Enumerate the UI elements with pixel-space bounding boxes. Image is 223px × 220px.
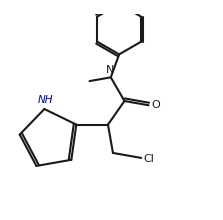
Text: NH: NH: [37, 95, 53, 105]
Text: O: O: [151, 99, 160, 110]
Text: Cl: Cl: [143, 154, 154, 164]
Text: N: N: [106, 65, 114, 75]
